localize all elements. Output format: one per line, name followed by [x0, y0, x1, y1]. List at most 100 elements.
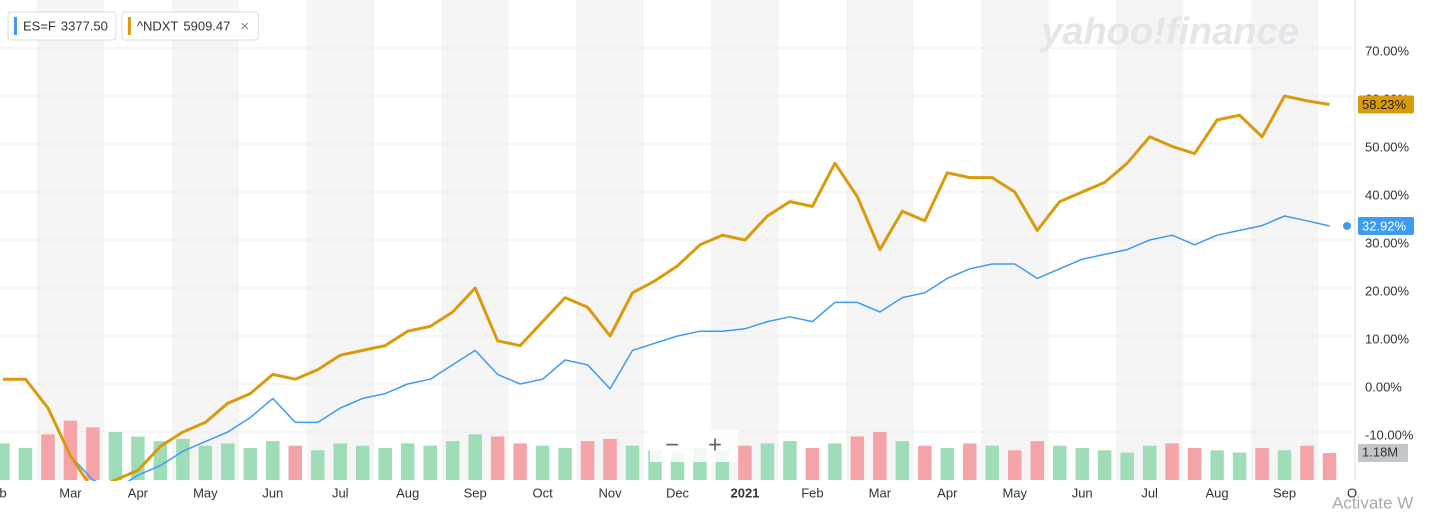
legend-chip: ES=F 3377.50: [7, 11, 117, 41]
volume-bar: [1097, 450, 1112, 480]
volume-bar: [828, 443, 842, 480]
volume-bar: [738, 445, 752, 480]
y-tick-label: 40.00%: [1365, 187, 1410, 202]
zoom-box: [650, 430, 738, 462]
end-tag-label: 32.92%: [1362, 218, 1407, 233]
legend-swatch: [127, 17, 131, 35]
x-tick-label: Sep: [464, 485, 487, 500]
volume-bar: [558, 448, 572, 480]
volume-bar: [311, 450, 325, 480]
volume-bar: [1142, 445, 1157, 480]
zoom-in[interactable]: +: [708, 431, 722, 458]
x-tick-label: b: [0, 485, 7, 500]
x-tick-label: Aug: [1206, 485, 1229, 500]
y-tick-label: -10.00%: [1365, 427, 1414, 442]
x-tick-label: Aug: [396, 485, 419, 500]
volume-bar: [378, 448, 392, 480]
volume-bar: [1277, 450, 1292, 480]
volume-bar: [1165, 443, 1179, 480]
legend-quote: 3377.50: [61, 18, 108, 33]
volume-bar: [963, 443, 977, 480]
volume-bar: [1120, 452, 1134, 480]
y-tick-label: 30.00%: [1365, 235, 1410, 250]
volume-bar: [86, 427, 100, 480]
end-dot: [1343, 221, 1351, 230]
volume-bar: [490, 436, 505, 480]
volume-tag-label: 1.18M: [1362, 444, 1398, 459]
volume-bar: [940, 448, 955, 480]
volume-bar: [918, 445, 932, 480]
x-tick-label: May: [1002, 485, 1027, 500]
legend-chip: ^NDXT 5909.47 ×: [121, 11, 259, 41]
volume-bar: [131, 436, 145, 480]
volume-bar: [760, 443, 775, 480]
volume-tag: [1358, 444, 1408, 463]
volume-bars: [0, 420, 1337, 480]
volume-bar: [1187, 448, 1202, 480]
volume-bar: [873, 432, 887, 480]
axes: b Mar Apr May Jun Jul Aug Sep Oct Nov Dec 2021 Feb Ma…: [0, 0, 1414, 500]
volume-bar: [445, 441, 460, 480]
volume-bar: [176, 438, 190, 480]
legend-swatch: [14, 17, 17, 35]
volume-bar: [1300, 445, 1314, 480]
volume-bar: [513, 443, 527, 480]
x-tick-label: Jul: [1141, 485, 1158, 500]
zoom-out[interactable]: −: [665, 431, 679, 458]
legend-name: ES=F: [23, 18, 56, 33]
volume-bar: [580, 441, 595, 480]
volume-bar: [400, 443, 415, 480]
volume-bar: [243, 448, 258, 480]
x-tick-label: Apr: [937, 485, 958, 500]
legend-name: ^NDXT: [137, 18, 179, 33]
volume-bar: [603, 438, 617, 480]
end-tag: [1358, 95, 1414, 114]
x-tick-label: Feb: [801, 485, 823, 500]
volume-bar: [850, 436, 865, 480]
volume-bar: [535, 445, 550, 480]
x-tick-label: Oct: [532, 485, 553, 500]
volume-bar: [288, 445, 303, 480]
lines: [3, 94, 1330, 481]
volume-bar: [333, 443, 347, 480]
legend-box: [7, 11, 117, 41]
volume-bar: [41, 434, 55, 480]
y-tick-label: 0.00%: [1365, 379, 1402, 394]
volume-bar: [985, 445, 1000, 480]
volume-bar: [266, 441, 280, 480]
legend: ES=F 3377.50 ^NDXT 5909.47 ×: [7, 11, 259, 41]
volume-bar: [783, 441, 797, 480]
volume-bar: [1008, 450, 1022, 480]
volume-bar: [1255, 448, 1269, 480]
volume-bar: [18, 448, 33, 480]
overlay-text: Activate W: [1332, 493, 1413, 512]
x-tick-label: 2021: [730, 485, 759, 500]
zoom-controls: − +: [650, 430, 738, 462]
volume-bar: [625, 445, 640, 480]
volume-bar: [221, 443, 235, 480]
x-tick-label: Jun: [1072, 485, 1093, 500]
x-tick-label: Jul: [332, 485, 349, 500]
y-tick-label: 20.00%: [1365, 283, 1410, 298]
volume-bar: [198, 445, 213, 480]
volume-bar: [108, 432, 123, 480]
volume-bar: [805, 448, 820, 480]
y-tick-label: 50.00%: [1365, 139, 1410, 154]
y-tick-label: 70.00%: [1365, 43, 1410, 58]
volume-bar: [895, 441, 910, 480]
end-tag-label: 58.23%: [1362, 97, 1407, 112]
x-tick-label: May: [193, 485, 218, 500]
y-tick-label: 10.00%: [1365, 331, 1410, 346]
series-line: [3, 94, 1330, 481]
volume-bar: [1322, 453, 1337, 480]
watermark: yahoo!finance: [1039, 11, 1299, 53]
x-tick-label: Sep: [1273, 485, 1296, 500]
volume-bar: [355, 445, 370, 480]
x-tick-label: O: [1347, 485, 1357, 500]
volume-bar: [0, 443, 10, 480]
x-tick-label: Mar: [869, 485, 892, 500]
legend-quote: 5909.47: [183, 18, 230, 33]
legend-box: [121, 11, 259, 41]
legend-close[interactable]: ×: [240, 18, 249, 35]
